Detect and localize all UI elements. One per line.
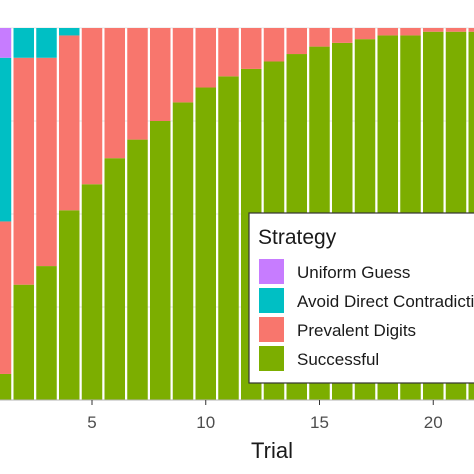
bar-successful-trial-6	[104, 158, 125, 400]
bar-successful-trial-7	[127, 139, 148, 400]
bar-successful-trial-2	[13, 284, 34, 400]
bar-prevalent-digits-trial-18	[377, 28, 398, 36]
legend-swatch-avoid-direct-contradiction	[259, 288, 284, 313]
legend-label-avoid-direct-contradiction: Avoid Direct Contradiction	[297, 292, 474, 311]
bar-prevalent-digits-trial-12	[241, 28, 262, 69]
legend-label-prevalent-digits: Prevalent Digits	[297, 321, 416, 340]
bar-successful-trial-8	[150, 121, 171, 400]
bar-prevalent-digits-trial-21	[445, 28, 467, 32]
bar-successful-trial-3	[36, 266, 57, 400]
bar-prevalent-digits-trial-19	[400, 28, 421, 36]
bar-successful-trial-5	[81, 184, 103, 400]
bar-successful-trial-10	[195, 87, 216, 401]
x-tick-label-10: 10	[196, 413, 215, 432]
bar-prevalent-digits-trial-20	[423, 28, 444, 32]
bar-prevalent-digits-trial-11	[218, 28, 239, 77]
legend-swatch-uniform-guess	[259, 259, 284, 284]
bar-prevalent-digits-trial-22	[468, 28, 474, 32]
bar-avoid-direct-contradiction-trial-2	[13, 28, 34, 58]
bar-prevalent-digits-trial-7	[127, 28, 148, 140]
bar-successful-trial-4	[59, 210, 80, 400]
bar-avoid-direct-contradiction-trial-3	[36, 28, 57, 58]
legend: Strategy Uniform Guess Avoid Direct Contr…	[248, 212, 474, 384]
bar-prevalent-digits-trial-2	[13, 57, 34, 285]
bar-avoid-direct-contradiction-trial-1	[0, 57, 12, 222]
bar-prevalent-digits-trial-16	[332, 28, 353, 43]
bar-prevalent-digits-trial-8	[150, 28, 171, 121]
legend-swatch-prevalent-digits	[259, 317, 284, 342]
legend-box	[248, 212, 474, 384]
legend-label-successful: Successful	[297, 350, 379, 369]
bar-prevalent-digits-trial-3	[36, 57, 57, 267]
x-axis-ticks: 5 10 15 20	[87, 400, 443, 432]
x-axis-title: Trial	[251, 438, 293, 463]
x-tick-label-15: 15	[310, 413, 329, 432]
bar-prevalent-digits-trial-5	[81, 28, 103, 185]
bar-prevalent-digits-trial-9	[172, 28, 194, 103]
bar-prevalent-digits-trial-14	[286, 28, 307, 55]
bar-prevalent-digits-trial-10	[195, 28, 216, 88]
bar-prevalent-digits-trial-4	[59, 35, 80, 211]
legend-title: Strategy	[258, 226, 337, 249]
bar-prevalent-digits-trial-15	[309, 28, 330, 47]
bar-uniform-guess-trial-1	[0, 28, 12, 58]
bar-prevalent-digits-trial-13	[263, 28, 285, 62]
bar-prevalent-digits-trial-6	[104, 28, 125, 159]
bar-successful-trial-9	[172, 102, 194, 401]
legend-items: Uniform Guess Avoid Direct Contradiction P…	[259, 259, 474, 371]
bar-successful-trial-11	[218, 76, 239, 401]
bar-successful-trial-1	[0, 373, 12, 400]
bar-avoid-direct-contradiction-trial-4	[59, 28, 80, 36]
legend-swatch-successful	[259, 346, 284, 371]
bar-prevalent-digits-trial-17	[354, 28, 376, 40]
bar-prevalent-digits-trial-1	[0, 221, 12, 374]
legend-label-uniform-guess: Uniform Guess	[297, 263, 410, 282]
x-tick-label-5: 5	[87, 413, 96, 432]
x-tick-label-20: 20	[424, 413, 443, 432]
